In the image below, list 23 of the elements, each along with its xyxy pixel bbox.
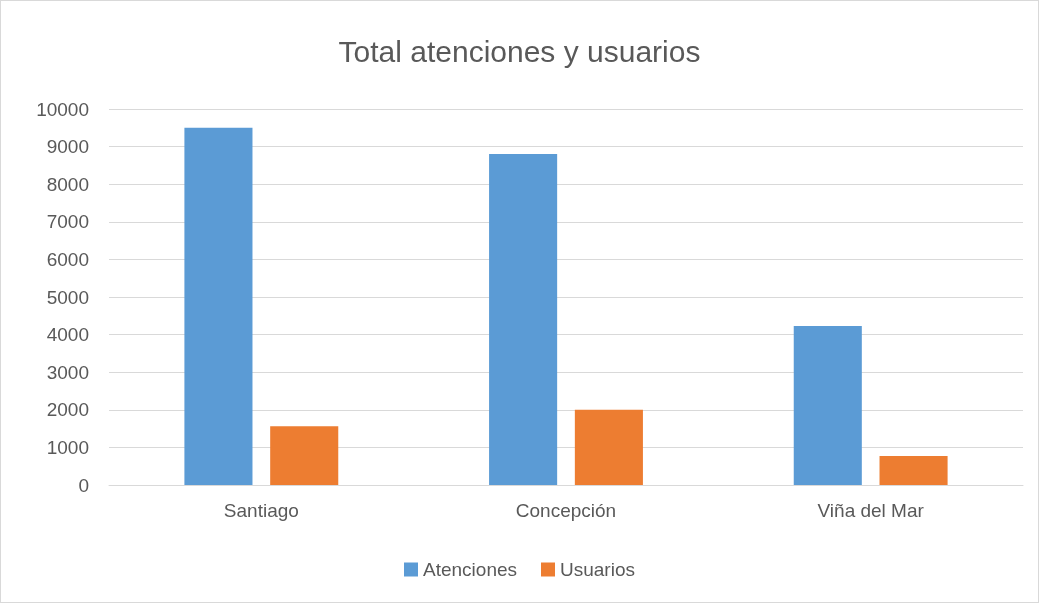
bar <box>270 426 339 485</box>
y-tick-label: 4000 <box>46 324 89 346</box>
bar <box>574 409 643 485</box>
x-tick-label: Viña del Mar <box>817 500 925 521</box>
bar <box>879 456 948 485</box>
y-tick-label: 3000 <box>46 361 89 383</box>
x-tick-label: Santiago <box>223 500 299 521</box>
y-tick-label: 7000 <box>46 211 89 233</box>
y-tick-label: 10000 <box>36 98 89 120</box>
y-tick-label: 5000 <box>46 286 89 308</box>
legend-label: Atenciones <box>423 559 518 580</box>
x-tick-label: Concepción <box>515 500 617 521</box>
bar <box>489 154 558 485</box>
y-tick-label: 9000 <box>46 136 89 158</box>
legend-label: Usuarios <box>560 559 635 580</box>
bar <box>184 127 253 485</box>
y-tick-label: 0 <box>78 474 89 496</box>
bar <box>793 325 862 485</box>
y-tick-label: 1000 <box>46 436 89 458</box>
y-tick-label: 2000 <box>46 399 89 421</box>
y-tick-label: 8000 <box>46 173 89 195</box>
chart-title: Total atenciones y usuarios <box>338 34 701 68</box>
y-tick-label: 6000 <box>46 248 89 270</box>
